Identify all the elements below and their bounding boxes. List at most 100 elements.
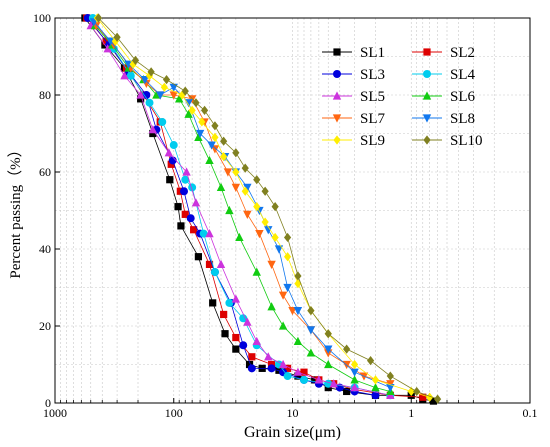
- data-point-sl9: [261, 217, 269, 227]
- data-point-sl4: [239, 314, 248, 323]
- data-point-sl10: [413, 386, 421, 397]
- data-point-sl5: [252, 336, 261, 345]
- data-point-sl2: [419, 393, 427, 401]
- data-point-sl8: [264, 226, 273, 235]
- data-point-sl1: [311, 376, 319, 384]
- data-point-sl4: [283, 372, 292, 381]
- data-point-sl7: [267, 260, 276, 269]
- y-tick-label: 0: [45, 396, 51, 410]
- legend: SL1 SL2 SL3 SL4 SL5 SL6 SL7 SL8 SL9 SL10: [322, 45, 483, 149]
- data-point-sl10: [162, 75, 171, 85]
- data-point-sl6: [152, 90, 161, 99]
- data-point-sl2: [220, 310, 228, 319]
- data-point-sl1: [174, 203, 182, 211]
- data-point-sl1: [343, 387, 351, 396]
- data-point-sl5: [191, 198, 201, 207]
- data-point-sl9: [241, 186, 249, 196]
- x-tick-label: 1000: [43, 406, 67, 420]
- legend-marker-sl9: [333, 135, 341, 145]
- data-point-sl5: [264, 352, 273, 361]
- data-point-sl8: [195, 129, 205, 139]
- data-point-sl10: [386, 371, 394, 381]
- data-point-sl6: [252, 267, 261, 276]
- legend-item-sl2: SL2: [412, 45, 475, 61]
- data-point-sl10: [343, 344, 351, 354]
- data-point-sl7: [288, 307, 297, 316]
- data-point-sl9: [220, 152, 228, 162]
- data-point-sl9: [294, 279, 302, 289]
- data-point-sl10: [433, 394, 442, 404]
- legend-item-sl6: SL6: [412, 89, 476, 105]
- data-point-sl5: [103, 44, 112, 53]
- data-point-sl9: [198, 117, 206, 127]
- data-point-sl5: [182, 167, 191, 176]
- y-tick-label: 40: [39, 242, 51, 256]
- data-point-sl6: [225, 205, 234, 215]
- legend-marker-sl3: [333, 70, 341, 78]
- data-point-sl8: [350, 368, 359, 377]
- data-point-sl5: [329, 379, 338, 388]
- x-tick-label: 100: [165, 406, 183, 420]
- data-point-sl6: [371, 383, 380, 392]
- legend-marker-sl2: [423, 48, 431, 56]
- data-point-sl1: [149, 129, 157, 138]
- data-point-sl5: [350, 383, 359, 392]
- data-point-sl1: [137, 95, 145, 103]
- data-point-sl10: [324, 329, 332, 339]
- data-point-sl8: [306, 326, 316, 335]
- data-point-sl3: [267, 364, 276, 373]
- legend-label-sl8: SL8: [450, 111, 475, 127]
- data-point-sl9: [271, 232, 279, 243]
- data-point-sl8: [293, 307, 303, 316]
- data-point-sl7: [231, 183, 241, 192]
- data-point-sl10: [192, 98, 200, 108]
- y-tick-label: 100: [33, 11, 51, 25]
- data-point-sl1: [209, 299, 217, 307]
- legend-item-sl5: SL5: [322, 89, 385, 105]
- data-point-sl1: [275, 366, 283, 374]
- y-tick-label: 60: [39, 165, 51, 179]
- legend-item-sl4: SL4: [412, 67, 476, 83]
- data-point-sl2: [190, 226, 198, 234]
- data-point-sl10: [261, 186, 269, 196]
- data-point-sl10: [181, 86, 189, 96]
- data-point-sl6: [216, 182, 226, 191]
- series-sl10: [94, 13, 442, 404]
- data-point-sl2: [300, 368, 308, 376]
- data-point-sl5: [205, 229, 214, 238]
- data-point-sl4: [300, 375, 309, 384]
- axis-ticks: 1000 100 10 1 0.1 0 20 40 60 80 100: [33, 11, 538, 420]
- x-axis-label: Grain size(μm): [244, 424, 341, 441]
- data-point-sl6: [293, 336, 303, 345]
- y-axis-label: Percent passing（%）: [7, 142, 24, 278]
- data-point-sl6: [350, 375, 359, 384]
- data-point-sl9: [283, 252, 292, 262]
- data-point-sl5: [164, 148, 174, 157]
- legend-item-sl1: SL1: [322, 45, 385, 61]
- data-point-sl8: [243, 183, 252, 192]
- legend-label-sl6: SL6: [450, 89, 476, 105]
- data-point-sl9: [371, 375, 380, 385]
- data-point-sl10: [113, 32, 121, 42]
- data-point-sl1: [194, 253, 203, 261]
- data-point-sl7: [223, 168, 233, 177]
- data-point-sl6: [174, 94, 184, 103]
- legend-item-sl3: SL3: [322, 67, 385, 83]
- series-sl4: [88, 14, 395, 400]
- legend-marker-sl8: [422, 114, 432, 123]
- data-point-sl5: [314, 375, 324, 384]
- x-tick-label: 10: [287, 406, 299, 420]
- data-point-sl1: [294, 372, 302, 380]
- data-point-sl5: [136, 90, 145, 99]
- data-point-sl9: [426, 392, 434, 402]
- legend-label-sl3: SL3: [360, 67, 385, 83]
- data-point-sl2: [181, 210, 189, 218]
- data-point-sl10: [232, 148, 240, 158]
- data-point-sl9: [350, 359, 359, 370]
- data-point-sl1: [166, 176, 174, 184]
- data-point-sl8: [274, 245, 284, 254]
- data-point-sl6: [184, 109, 193, 118]
- data-point-sl10: [253, 175, 261, 185]
- data-point-sl2: [232, 333, 240, 342]
- data-point-sl5: [120, 71, 129, 80]
